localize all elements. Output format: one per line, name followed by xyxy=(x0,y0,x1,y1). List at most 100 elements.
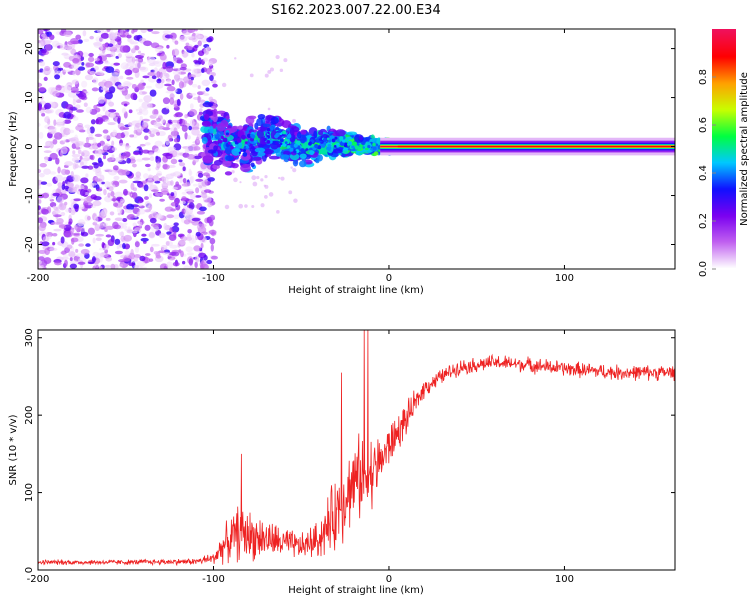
noise-blob xyxy=(164,83,172,87)
noise-blob xyxy=(58,203,67,211)
noise-blob xyxy=(179,93,184,100)
noise-blob xyxy=(70,136,79,144)
noise-blob xyxy=(58,224,67,229)
noise-blob xyxy=(83,38,90,43)
noise-blob xyxy=(130,92,138,100)
transition-blob xyxy=(203,113,210,121)
noise-blob xyxy=(39,172,45,178)
noise-blob xyxy=(131,56,136,64)
noise-blob xyxy=(151,189,159,193)
transition-blob xyxy=(212,164,220,170)
colorbar-cell xyxy=(712,207,736,210)
noise-speck xyxy=(260,178,264,182)
noise-blob xyxy=(95,237,102,241)
noise-blob xyxy=(139,61,146,65)
noise-blob xyxy=(87,165,94,170)
colorbar-cell xyxy=(712,125,736,128)
noise-speck xyxy=(256,175,260,180)
noise-blob xyxy=(74,91,81,95)
noise-blob xyxy=(148,152,155,156)
transition-core xyxy=(309,150,315,156)
snr-y-axis-label: SNR (10 * v/v) xyxy=(8,414,19,485)
transition-blob xyxy=(268,155,280,160)
noise-blob xyxy=(93,104,98,110)
noise-blob xyxy=(173,150,181,158)
noise-blob xyxy=(64,161,74,167)
noise-blob xyxy=(169,257,174,261)
noise-blob xyxy=(90,119,96,125)
noise-blob xyxy=(80,177,89,184)
noise-blob xyxy=(108,109,117,113)
noise-blob xyxy=(194,29,198,32)
noise-blob xyxy=(149,128,157,132)
colorbar-cell xyxy=(712,39,736,42)
noise-blob xyxy=(122,222,128,226)
noise-blob xyxy=(119,243,123,248)
noise-blob xyxy=(170,32,177,40)
noise-blob xyxy=(77,261,86,265)
colorbar-cell xyxy=(712,247,736,250)
noise-blob xyxy=(136,212,140,217)
noise-blob xyxy=(110,50,116,58)
colorbar-cell xyxy=(712,189,736,192)
noise-blob xyxy=(134,241,140,248)
colorbar-cell xyxy=(712,67,736,70)
noise-blob xyxy=(111,72,120,78)
colorbar-cell xyxy=(712,151,736,154)
noise-blob xyxy=(141,91,148,95)
noise-blob xyxy=(55,188,62,195)
noise-blob xyxy=(161,182,170,187)
colorbar-cell xyxy=(712,49,736,52)
noise-blob xyxy=(71,79,79,85)
noise-blob xyxy=(102,143,111,151)
x-tick-label: 100 xyxy=(555,273,574,284)
noise-blob xyxy=(197,40,202,47)
noise-blob xyxy=(129,134,135,138)
noise-blob xyxy=(176,98,181,106)
noise-speck xyxy=(280,176,285,181)
transition-core xyxy=(275,141,278,145)
noise-blob xyxy=(189,170,193,176)
noise-blob xyxy=(131,83,137,89)
transition-core xyxy=(274,134,279,139)
noise-blob xyxy=(202,57,209,62)
noise-blob xyxy=(175,112,181,116)
noise-blob xyxy=(102,129,109,134)
noise-blob xyxy=(187,153,195,160)
noise-speck xyxy=(244,204,248,208)
noise-blob xyxy=(120,198,124,203)
colorbar-cell xyxy=(712,89,736,92)
noise-speck xyxy=(292,168,297,173)
colorbar-cell xyxy=(712,235,736,238)
colorbar-cell xyxy=(712,53,736,56)
noise-blob xyxy=(212,83,218,88)
transition-core xyxy=(372,146,377,151)
snr-x-ticks: -200 -100 0 100 xyxy=(27,330,574,585)
noise-speck xyxy=(205,50,209,55)
colorbar-cell xyxy=(712,241,736,244)
noise-blob xyxy=(108,86,116,94)
noise-blob xyxy=(185,45,193,51)
noise-blob xyxy=(162,97,170,105)
noise-blob xyxy=(104,119,110,123)
colorbar-ticks: 0.0 0.2 0.4 0.6 0.8 xyxy=(698,69,716,277)
noise-blob xyxy=(165,90,174,94)
transition-core xyxy=(242,152,248,157)
noise-blob xyxy=(184,207,193,215)
figure-title: S162.2023.007.22.00.E34 xyxy=(271,3,440,18)
noise-blob xyxy=(155,46,164,54)
noise-blob xyxy=(130,48,136,54)
noise-blob xyxy=(41,112,46,117)
noise-blob xyxy=(98,266,103,269)
transition-blob xyxy=(221,160,232,167)
noise-blob xyxy=(172,56,177,64)
noise-blob xyxy=(132,151,140,156)
noise-blob xyxy=(147,29,153,32)
noise-blob xyxy=(186,233,192,240)
noise-blob xyxy=(90,154,95,161)
noise-blob xyxy=(114,217,124,222)
transition-blob xyxy=(318,130,324,136)
noise-blob xyxy=(173,222,179,227)
noise-blob xyxy=(89,145,98,150)
noise-blob xyxy=(38,205,41,211)
